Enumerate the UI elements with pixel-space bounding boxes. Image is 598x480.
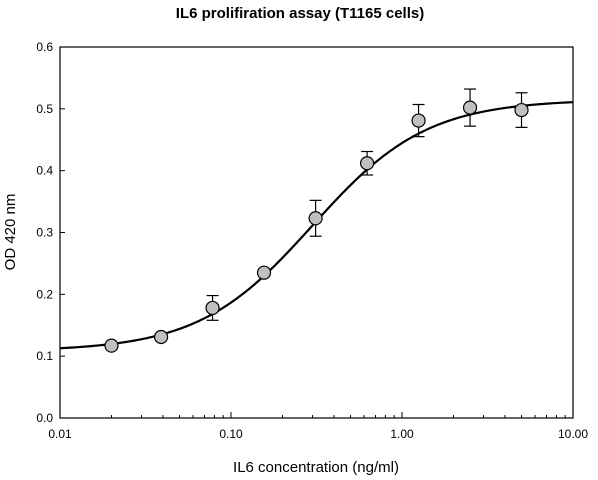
data-point (462, 100, 478, 115)
data-point (104, 338, 119, 353)
data-point (205, 300, 220, 316)
y-tick-label: 0.5 (36, 102, 53, 116)
y-axis-label: OD 420 nm (2, 194, 19, 271)
y-tick-label: 0.2 (36, 287, 53, 301)
x-tick-label: 0.01 (48, 427, 72, 441)
y-tick-label: 0.6 (36, 40, 53, 54)
data-point (359, 156, 375, 171)
x-tick-label: 10.00 (558, 427, 588, 441)
y-axis: 0.0 0.1 0.2 0.3 0.4 0.5 0.6 (36, 40, 65, 425)
data-point (411, 113, 426, 128)
x-tick-label: 1.00 (390, 427, 414, 441)
plot-frame (59, 46, 574, 419)
error-bars (206, 88, 528, 321)
data-point (308, 211, 323, 226)
data-point (514, 102, 529, 118)
y-tick-label: 0.3 (36, 226, 53, 240)
y-tick-label: 0.1 (36, 349, 53, 363)
data-point (256, 265, 272, 280)
chart-title: IL6 prolifiration assay (T1165 cells) (176, 5, 424, 22)
y-tick-label: 0.0 (36, 411, 53, 425)
x-axis-label: IL6 concentration (ng/ml) (233, 459, 399, 476)
x-axis: 0.01 0.10 1.00 10.00 (48, 412, 588, 441)
data-markers (104, 100, 529, 353)
y-tick-label: 0.4 (36, 164, 53, 178)
x-tick-label: 0.10 (219, 427, 243, 441)
data-point (153, 329, 169, 345)
